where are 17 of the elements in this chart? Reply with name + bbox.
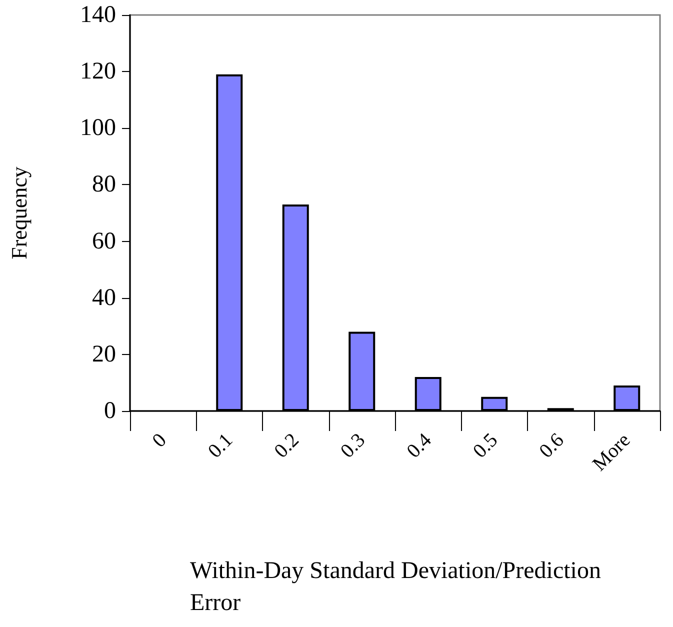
y-tick-label: 20 (92, 341, 116, 368)
y-axis-title: Frequency (6, 166, 32, 260)
y-tick-label: 120 (80, 58, 116, 85)
y-tick-label: 80 (92, 172, 116, 198)
y-tick-label: 40 (92, 284, 116, 311)
y-tick-label: 60 (92, 228, 116, 254)
y-tick-label: 100 (80, 115, 116, 142)
x-axis-title: Within-Day Standard Deviation/Prediction Error (190, 558, 607, 616)
x-tick-label: 0.3 (336, 429, 370, 462)
x-tick-label: 0.5 (468, 429, 502, 462)
x-tick-label: 0.6 (535, 429, 568, 462)
y-tick-label: 140 (80, 2, 116, 28)
x-tick-label: 0.1 (204, 429, 238, 462)
y-tick-label: 0 (104, 398, 116, 424)
x-tick-label: 0.4 (402, 429, 436, 462)
x-tick-label: 0 (148, 429, 171, 452)
x-tick-label: 0.2 (270, 429, 304, 462)
